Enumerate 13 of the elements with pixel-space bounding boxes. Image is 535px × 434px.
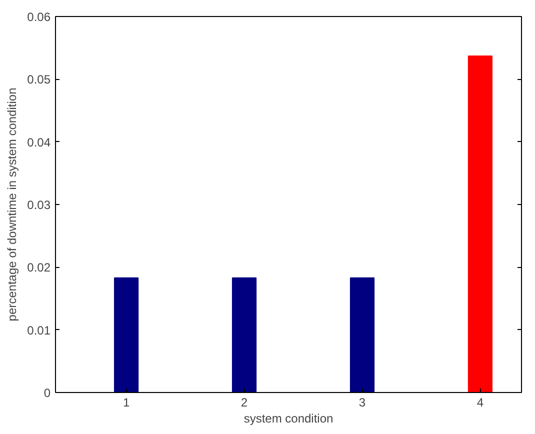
y-tick-label: 0.02 (27, 260, 51, 275)
y-tick-label: 0.03 (27, 198, 51, 212)
x-axis-title: system condition (244, 412, 334, 426)
x-tick-label: 4 (476, 396, 484, 410)
y-axis-title: percentage of downtime in system condition (5, 88, 20, 322)
y-tick-label: 0.01 (27, 323, 51, 338)
x-tick-label: 2 (240, 396, 248, 410)
y-tick-label: 0.05 (27, 72, 51, 87)
x-tick-label: 3 (358, 396, 366, 410)
y-tick-label: 0.06 (27, 10, 51, 24)
y-tick-label: 0 (44, 386, 51, 400)
y-tick-label: 0.04 (27, 135, 51, 150)
x-tick-label: 1 (122, 396, 130, 410)
